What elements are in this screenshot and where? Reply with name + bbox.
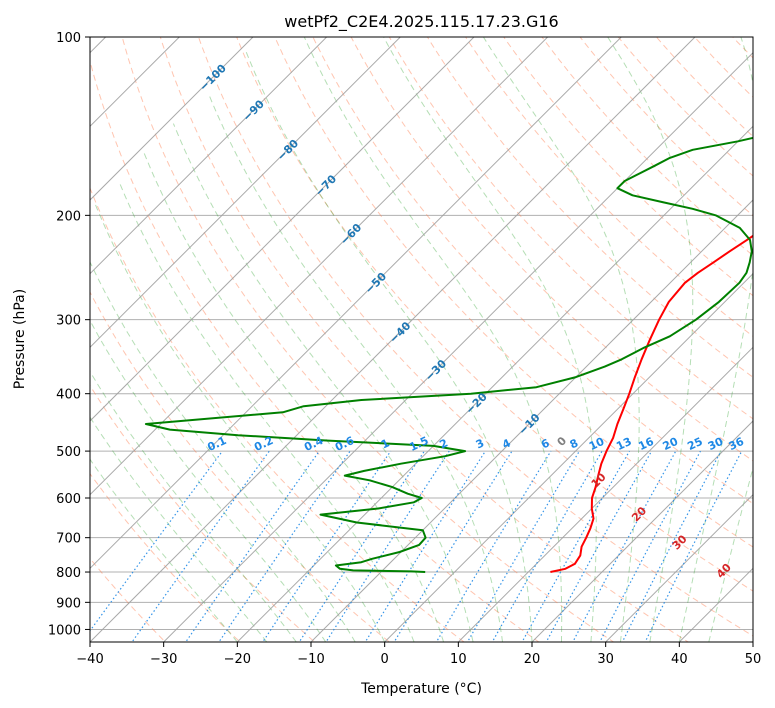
isotherm — [90, 37, 402, 349]
dry-adiabat — [350, 37, 753, 462]
x-tick-label: −30 — [150, 652, 177, 667]
mixing-ratio-line — [131, 450, 270, 642]
mixing-ratio-label: 30 — [706, 435, 726, 453]
mixing-ratio-line — [262, 450, 392, 642]
y-tick-label: 400 — [56, 388, 81, 403]
moist-adiabat — [90, 260, 356, 642]
moist-adiabat — [90, 416, 268, 642]
mixing-ratio-line — [185, 450, 320, 642]
moist-adiabat — [93, 201, 386, 642]
x-tick-label: 50 — [745, 652, 762, 667]
plot-frame — [89, 36, 754, 643]
isotherm — [90, 37, 254, 201]
dry-adiabat — [236, 37, 753, 592]
x-axis-label: Temperature (°C) — [360, 681, 482, 697]
isotherm — [531, 420, 753, 642]
dry-adiabat — [90, 291, 391, 642]
y-axis-ticks: 100 200 300 400 500 600 700 800 900 1000 — [48, 31, 90, 638]
x-tick-label: −40 — [76, 652, 103, 667]
x-tick-label: 20 — [524, 652, 541, 667]
mixing-ratio-line — [325, 450, 450, 642]
isotherm — [90, 37, 696, 642]
y-tick-label: 1000 — [48, 623, 81, 638]
mixing-ratio-label: 13 — [614, 435, 633, 453]
y-tick-label: 200 — [56, 209, 81, 224]
dry-adiabat — [503, 37, 753, 297]
isotherm — [90, 37, 475, 422]
x-tick-label: 10 — [450, 652, 467, 667]
y-tick-label: 600 — [56, 492, 81, 507]
moist-adiabat — [118, 180, 415, 642]
moist-adiabat — [678, 37, 753, 642]
mixing-ratio-line — [435, 450, 552, 642]
moist-adiabat — [142, 149, 445, 642]
dewpoint-profile-line — [144, 136, 753, 573]
dry-adiabat — [121, 37, 615, 642]
moist-adiabats — [90, 37, 753, 642]
mixing-ratio-lines — [90, 450, 743, 642]
y-tick-label: 900 — [56, 596, 81, 611]
mixing-ratio-line — [644, 450, 743, 642]
chart-title: wetPf2_C2E4.2025.115.17.23.G16 — [284, 12, 558, 32]
mixing-ratio-line — [298, 450, 425, 642]
moist-adiabat — [90, 319, 327, 642]
isotherm — [90, 37, 181, 128]
y-tick-label: 300 — [56, 314, 81, 329]
isotherm — [90, 37, 328, 275]
moist-adiabat — [303, 37, 563, 642]
x-tick-label: −20 — [224, 652, 251, 667]
moist-adiabat — [482, 37, 640, 642]
isotherm — [383, 272, 753, 642]
isotherm — [236, 125, 753, 642]
isotherm — [162, 51, 753, 642]
mixing-ratio-label: 20 — [661, 435, 681, 453]
mixing-ratio-line — [491, 450, 603, 642]
isotherm — [457, 346, 753, 642]
dry-adiabat — [90, 186, 465, 642]
isotherm — [310, 199, 753, 642]
x-tick-label: 30 — [597, 652, 614, 667]
mixing-ratio-label: 10 — [587, 435, 607, 453]
y-tick-label: 100 — [56, 31, 81, 46]
dry-adiabat — [159, 37, 690, 642]
dry-adiabat — [465, 37, 753, 337]
profile-series — [144, 136, 753, 573]
y-tick-label: 500 — [56, 445, 81, 460]
isotherm — [90, 37, 549, 496]
moist-adiabat — [244, 49, 533, 642]
mixing-ratio-label: 25 — [685, 435, 704, 453]
isotherm — [604, 493, 753, 642]
skewed-isotherms — [90, 37, 753, 642]
temperature-profile-line — [550, 234, 753, 573]
moist-adiabat — [607, 37, 694, 642]
moist-adiabat — [90, 458, 238, 642]
dry-adiabat — [90, 472, 241, 642]
x-tick-label: −10 — [297, 652, 324, 667]
y-tick-label: 800 — [56, 566, 81, 581]
mixing-ratio-line — [545, 450, 653, 642]
mixing-ratio-line — [218, 450, 351, 642]
moist-adiabat — [90, 370, 297, 642]
x-tick-label: 40 — [671, 652, 688, 667]
moist-adiabat — [172, 123, 474, 642]
x-axis-ticks: −40 −30 −20 −10 0 10 20 30 40 50 — [76, 642, 761, 667]
y-tick-label: 700 — [56, 532, 81, 547]
moist-adiabat — [708, 466, 753, 642]
mixing-ratio-label: 16 — [636, 435, 656, 453]
isotherm — [90, 37, 623, 570]
mixing-ratio-label: 36 — [727, 435, 747, 453]
x-tick-label: 0 — [381, 652, 389, 667]
dry-adiabat — [197, 37, 753, 637]
y-axis-label: Pressure (hPa) — [12, 289, 28, 389]
dry-adiabat — [388, 37, 753, 420]
mixing-ratio-line — [466, 450, 580, 642]
dry-adiabat — [312, 37, 753, 505]
